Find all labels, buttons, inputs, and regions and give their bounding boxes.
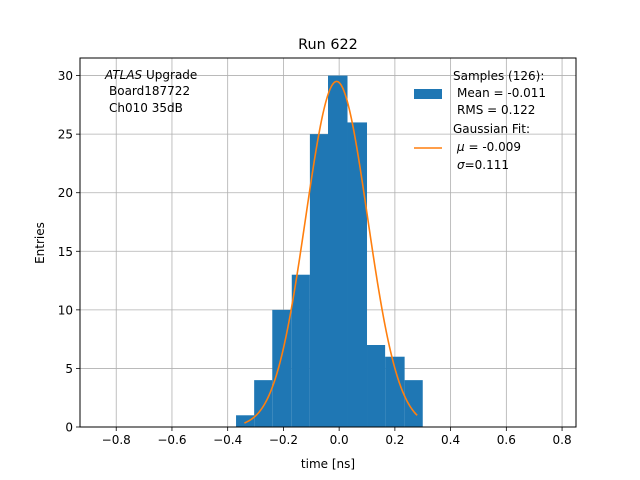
histogram-bar [254,380,273,427]
x-tick-label: −0.4 [213,433,242,447]
plot-frame [79,57,577,428]
legend-fit-sigma-value: =0.111 [465,158,509,172]
x-tick-label: −0.6 [157,433,186,447]
x-tick-label: −0.2 [269,433,298,447]
legend-samples-swatch [414,89,442,99]
x-tick-label: 0.6 [497,433,516,447]
annotation-upgrade: Upgrade [142,68,197,82]
histogram-bar [328,75,348,428]
x-tick-label: −0.8 [102,433,131,447]
y-axis-label: Entries [33,222,47,264]
legend-samples-title: Samples (126): [453,69,544,83]
svg-text:μ = -0.009: μ = -0.009 [456,140,521,154]
legend-samples-mean: Mean = -0.011 [457,86,546,100]
y-tick-label: 0 [65,421,73,435]
y-tick-label: 30 [58,69,73,83]
gaussian-fit-curve [244,80,418,424]
svg-text:σ=0.111: σ=0.111 [457,158,509,172]
histogram-bar [367,345,386,427]
annotation-atlas: ATLAS [104,68,143,82]
histogram-bar [272,309,292,427]
legend-fit-sigma-symbol: σ [457,158,465,172]
annotation-channel: Ch010 35dB [109,101,183,115]
legend-fit-title: Gaussian Fit: [453,122,530,136]
x-tick-label: 0.8 [553,433,572,447]
histogram-bar [291,274,310,427]
y-tick-label: 10 [58,303,73,317]
y-tick-label: 25 [58,128,73,142]
x-tick-label: 0.0 [330,433,349,447]
annotation-board: Board187722 [109,84,190,98]
y-axis-ticks: 0 5 10 15 20 25 30 [58,69,80,435]
histogram-bar [309,134,328,427]
chart-title: Run 622 [298,37,358,53]
y-tick-label: 20 [58,186,73,200]
x-axis-label: time [ns] [301,457,355,471]
legend: Samples (126): Mean = -0.011 RMS = 0.122… [414,69,546,172]
histogram-bar [385,356,405,427]
histogram-bar [404,380,423,427]
legend-samples-rms: RMS = 0.122 [457,103,535,117]
atlas-annotation: ATLAS Upgrade Board187722 Ch010 35dB [104,68,197,115]
legend-fit-mu-symbol: μ [456,140,465,154]
legend-fit-mu-value: = -0.009 [465,140,521,154]
y-tick-label: 5 [65,362,73,376]
y-tick-label: 15 [58,245,73,259]
x-tick-label: 0.2 [385,433,404,447]
x-axis-ticks: −0.8 −0.6 −0.4 −0.2 0.0 0.2 0.4 0.6 0.8 [102,427,572,447]
histogram-bar [236,415,255,427]
x-tick-label: 0.4 [441,433,460,447]
histogram-bars [236,75,423,428]
histogram-bar [347,122,368,427]
svg-text:ATLAS Upgrade: ATLAS Upgrade [104,68,197,82]
